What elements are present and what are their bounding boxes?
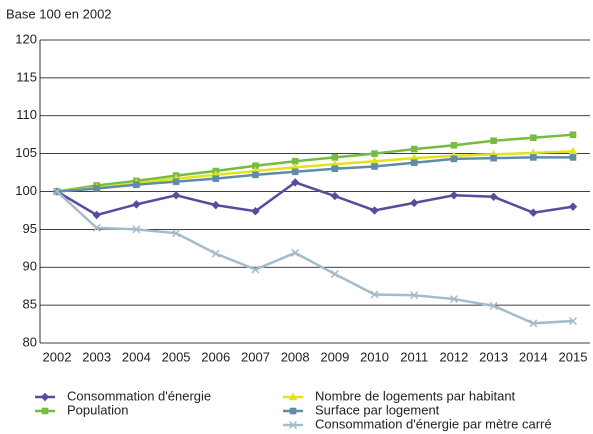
series-line [56, 133, 574, 193]
legend-label: Population [67, 402, 128, 417]
y-tick-label: 100 [15, 183, 37, 198]
marker [331, 165, 339, 173]
marker [410, 198, 419, 208]
legend-label: Consommation d'énergie [67, 388, 211, 403]
y-tick-label: 120 [15, 31, 37, 46]
marker [410, 291, 419, 300]
marker [568, 317, 578, 326]
marker [251, 265, 260, 274]
x-tick-label: 2003 [82, 349, 111, 364]
legend-label: Nombre de logements par habitant [315, 388, 516, 403]
marker [490, 137, 497, 145]
marker [449, 295, 458, 304]
marker [133, 181, 140, 188]
y-tick-label: 115 [16, 69, 37, 84]
x-tick-label: 2010 [360, 349, 389, 364]
marker [211, 249, 220, 258]
marker [529, 319, 538, 328]
marker [490, 154, 497, 162]
y-tick-label: 80 [23, 334, 37, 349]
marker [530, 154, 537, 161]
marker [569, 131, 577, 138]
x-tick-label: 2002 [43, 349, 72, 364]
legend-marker [289, 407, 297, 415]
x-tick-label: 2005 [162, 349, 191, 364]
marker [172, 229, 181, 238]
marker [529, 208, 538, 217]
x-tick-label: 2008 [281, 349, 310, 364]
marker [291, 248, 300, 257]
marker [370, 290, 379, 299]
marker [489, 192, 498, 202]
legend-marker [41, 407, 49, 415]
x-tick-label: 2007 [241, 349, 270, 364]
marker [569, 154, 577, 161]
marker [132, 225, 141, 234]
legend-label: Surface par logement [315, 402, 440, 417]
marker [92, 223, 101, 232]
legend-marker [288, 392, 298, 401]
marker [290, 178, 300, 187]
marker [93, 185, 100, 192]
marker [52, 187, 62, 196]
y-axis-label: Base 100 en 2002 [6, 6, 112, 21]
y-tick-label: 95 [23, 221, 37, 236]
x-tick-label: 2015 [559, 349, 588, 364]
marker [410, 159, 418, 167]
marker [92, 210, 101, 220]
marker [211, 200, 220, 210]
legend-label: Consommation d'énergie par mètre carré [315, 416, 552, 431]
marker [291, 168, 299, 176]
marker [212, 175, 220, 182]
legend-marker [40, 392, 50, 402]
marker [370, 206, 379, 215]
marker [330, 191, 340, 201]
series-line [56, 181, 574, 217]
marker [489, 301, 498, 310]
series-line [56, 190, 574, 325]
marker [132, 200, 141, 209]
y-tick-label: 105 [15, 145, 37, 160]
marker [330, 270, 339, 279]
x-tick-label: 2014 [519, 349, 548, 364]
x-tick-label: 2004 [122, 349, 151, 364]
y-tick-label: 90 [23, 259, 37, 274]
y-tick-label: 110 [16, 107, 37, 122]
marker [449, 191, 459, 200]
x-tick-label: 2013 [479, 349, 508, 364]
x-tick-label: 2006 [201, 349, 230, 364]
marker [172, 178, 180, 185]
series-line [56, 156, 573, 193]
marker [450, 155, 458, 163]
marker [530, 134, 537, 142]
marker [252, 171, 259, 179]
marker [450, 141, 458, 149]
y-tick-label: 85 [23, 297, 37, 312]
marker [171, 191, 181, 200]
marker [371, 163, 378, 170]
marker [251, 206, 260, 216]
marker [371, 150, 378, 157]
marker [410, 145, 418, 153]
x-tick-label: 2012 [439, 349, 468, 364]
marker [568, 202, 578, 211]
x-tick-label: 2009 [320, 349, 349, 364]
series-line [56, 150, 574, 193]
marker [331, 154, 339, 161]
legend-marker [288, 420, 298, 430]
x-tick-label: 2011 [400, 349, 428, 364]
